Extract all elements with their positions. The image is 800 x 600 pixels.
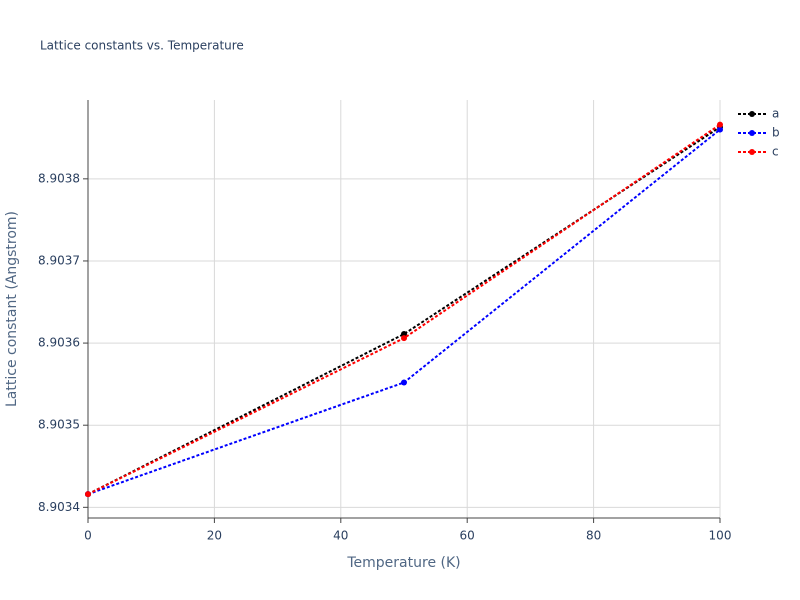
legend-label: b [772,126,780,140]
x-axis-title: Temperature (K) [346,555,460,571]
chart-title: Lattice constants vs. Temperature [40,39,244,53]
point [401,379,407,386]
legend-marker [749,149,755,155]
y-tick-label: 8.9037 [38,253,80,267]
x-tick-label: 80 [586,529,601,543]
series-line [87,126,721,496]
point [401,331,407,338]
legend-marker [749,111,755,117]
y-tick-label: 8.9034 [38,500,80,514]
point [717,126,723,133]
x-tick-label: 20 [207,529,222,543]
y-axis-title: Lattice constant (Angstrom) [4,211,20,407]
series-line [87,123,721,496]
point [85,491,91,498]
legend-marker [749,130,755,136]
x-tick-label: 60 [460,529,475,543]
series-line [87,128,721,496]
y-tick-label: 8.9036 [38,336,80,350]
x-tick-label: 40 [333,529,348,543]
point [717,121,723,128]
x-tick-label: 0 [84,529,92,543]
legend-label: c [772,145,779,159]
legend-label: a [772,107,779,121]
y-tick-label: 8.9035 [38,418,80,432]
point [401,335,407,342]
x-tick-label: 100 [709,529,732,543]
y-tick-label: 8.9038 [38,171,80,185]
